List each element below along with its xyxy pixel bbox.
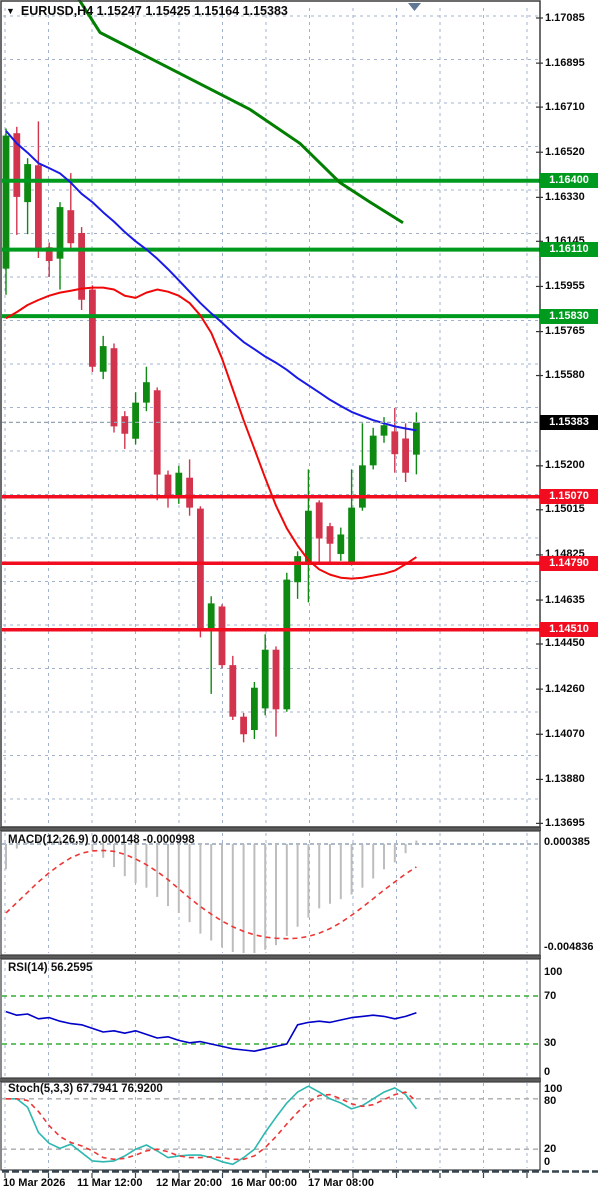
candle-body-bear <box>45 247 53 262</box>
rsi-line <box>5 1010 417 1052</box>
macd-signal-line <box>5 849 417 940</box>
stoch-panel-border <box>0 1081 541 1171</box>
candle-body-bull <box>369 435 377 466</box>
candle-body-bull <box>359 465 366 508</box>
candle-body-bear <box>315 502 323 539</box>
candle-body-bear <box>402 438 409 473</box>
candle-body-bull <box>2 135 10 269</box>
candle-body-bear <box>240 716 247 735</box>
candle-body-bear <box>391 431 399 455</box>
candle-body-bull <box>56 207 64 259</box>
candle-body-bull <box>380 425 388 436</box>
panel-separator <box>0 955 541 959</box>
candle-body-bear <box>272 649 280 710</box>
ma-slow-green <box>77 0 404 225</box>
candle-body-bear <box>67 210 75 244</box>
candle-body-bear <box>218 606 226 666</box>
candle-body-bear <box>13 133 21 197</box>
candle-body-bull <box>305 510 312 564</box>
candle-body-bear <box>326 526 334 544</box>
candle-body-bear <box>164 474 172 498</box>
candle-body-bear <box>186 477 193 508</box>
stoch-k-line <box>6 1085 418 1166</box>
candle-body-bull <box>413 422 420 455</box>
candle-body-bull <box>251 687 258 730</box>
candle-body-bull <box>348 507 355 563</box>
candle-body-bull <box>99 346 107 372</box>
ma-fast-red <box>5 286 417 580</box>
stoch-d-line <box>6 1091 417 1161</box>
candle-body-bear <box>78 233 85 300</box>
panel-separator <box>0 1078 541 1082</box>
candle-body-bear <box>121 416 129 434</box>
candle-body-bull <box>24 164 31 203</box>
candle-body-bull <box>261 649 269 709</box>
candle-body-bear <box>110 348 118 427</box>
scroll-to-end-marker-icon[interactable] <box>408 3 421 11</box>
candle-body-bear <box>197 508 204 632</box>
ma-mid-blue <box>5 130 417 432</box>
candle-body-bull <box>143 382 150 403</box>
macd-panel-border <box>0 830 541 956</box>
candle-body-bull <box>283 579 291 710</box>
candle-body-bull <box>337 534 345 554</box>
candle-body-bull <box>175 472 183 496</box>
candle-body-bull <box>207 603 215 632</box>
panel-separator <box>0 827 541 831</box>
candle-body-bull <box>132 402 139 439</box>
candle-body-bull <box>294 556 301 583</box>
main-panel-border <box>0 0 541 828</box>
rsi-panel-border <box>0 958 541 1079</box>
candle-body-bear <box>153 390 161 475</box>
candle-body-bear <box>35 165 42 249</box>
candle-body-bear <box>89 289 96 367</box>
candle-body-bear <box>229 665 237 717</box>
